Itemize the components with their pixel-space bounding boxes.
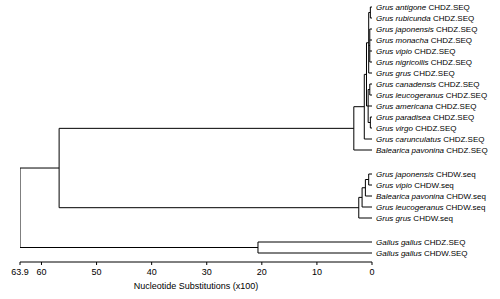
leaf-label: Grus virgo CHDZ.SEQ [376,124,456,133]
branch [370,95,372,96]
node-line [370,117,371,128]
tree [20,7,372,253]
branch [359,218,372,219]
leaf-label: Grus paradisea CHDZ.SEQ [376,113,474,122]
tick-label: 50 [92,267,102,277]
branch [362,207,372,208]
branch [20,168,59,169]
branch [369,185,372,186]
node-line [362,188,363,207]
axis-line [20,262,372,263]
branch [365,196,372,197]
node-line [353,107,354,150]
branch [354,106,364,107]
branch [370,29,372,30]
leaf-label: Grus americana CHDZ.SEQ [376,102,476,111]
branch [370,128,372,129]
leaf-label: Gallus gallus CHDZ.SEQ [376,238,465,247]
leaf-label: Grus monacha CHDZ.SEQ [376,36,472,45]
labels: Grus antigone CHDZ.SEQ Grus rubicunda CHD… [376,3,488,258]
node-line [364,74,365,139]
tick-label: 0 [369,267,374,277]
leaf-label: Grus vipio CHDW.seq [376,181,454,190]
tick [316,262,317,265]
leaf-label: Gallus gallus CHDW.SEQ [376,249,468,258]
leaf-label: Grus rubicunda CHDZ.SEQ [376,14,474,23]
tick [206,262,207,265]
leaf-label: Balearica pavonina CHDW.seq [376,192,486,201]
branch [369,174,372,175]
leaf-label: Grus japonensis CHDW.seq [376,170,476,179]
leaf-label: Grus leucogeranus CHDW.seq [376,203,485,212]
leaf-label: Grus grus CHDW.seq [376,214,453,223]
branch [258,242,372,243]
leaf-label: Grus canadensis CHDZ.SEQ [376,80,480,89]
branch [370,40,372,41]
tick-label: 10 [312,267,322,277]
tick [20,262,21,265]
branch [370,51,372,52]
leaf-label: Grus japonensis CHDZ.SEQ [376,25,477,34]
branch [354,150,372,151]
branch [369,73,372,74]
branch [20,247,258,248]
branch [368,106,372,107]
leaf-label: Grus vipio CHDZ.SEQ [376,47,456,56]
tick [372,262,373,265]
branch [370,62,372,63]
tick-label: 30 [202,267,212,277]
node-line [369,29,370,62]
axis-title: Nucleotide Substitutions (x100) [134,281,259,291]
branch [364,139,372,140]
tick [96,262,97,265]
node-line [358,197,359,218]
node-line [368,13,369,74]
branch [258,253,372,254]
node-line [365,180,366,197]
tick [41,262,42,265]
leaf-label: Grus carunculatus CHDZ.SEQ [376,135,484,144]
branch [370,84,372,85]
branch [59,207,359,208]
tick-label: 40 [147,267,157,277]
branch [370,18,372,19]
node-line [368,174,369,185]
leaf-label: Grus nigricollis CHDZ.SEQ [376,58,472,67]
background [0,0,500,299]
tick [261,262,262,265]
tick [151,262,152,265]
node-line [370,7,371,18]
leaf-label: Grus antigone CHDZ.SEQ [376,3,470,12]
leaf-label: Grus leucogeranus CHDZ.SEQ [376,91,487,100]
branch [370,7,372,8]
branch [370,117,372,118]
tick-label: 60 [36,267,46,277]
node-line [20,168,21,247]
node-line [369,84,370,95]
branch [59,128,354,129]
leaf-label: Balearica pavonina CHDZ.SEQ [376,146,488,155]
tick-label: 63.9 [11,267,29,277]
tick-label: 20 [257,267,267,277]
chart: Grus antigone CHDZ.SEQ Grus rubicunda CHD… [0,0,500,299]
node-line [257,242,258,253]
x-axis: 63.9 60 50 40 30 20 10 0 Nucleotide Substitution… [11,262,374,291]
leaf-label: Grus grus CHDZ.SEQ [376,69,455,78]
node-line [59,128,60,207]
node-line [366,43,367,106]
